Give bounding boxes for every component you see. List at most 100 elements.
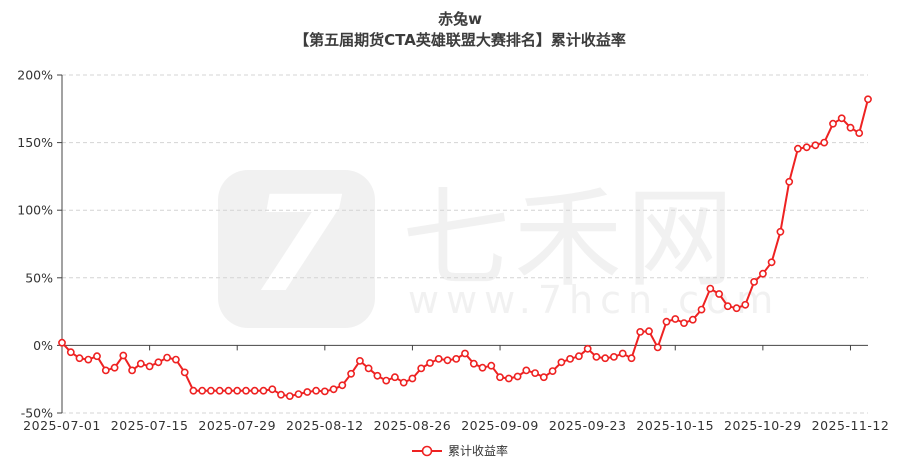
data-point-marker[interactable] — [215, 386, 224, 395]
data-point-marker[interactable] — [741, 300, 750, 309]
data-point-marker[interactable] — [242, 386, 250, 395]
legend-item-cumulative-return[interactable]: 累计收益率 — [0, 442, 920, 459]
data-point-marker[interactable] — [233, 386, 242, 395]
data-point-marker[interactable] — [557, 358, 566, 367]
logo-glyph: 7 — [250, 168, 343, 322]
data-point-marker[interactable] — [680, 319, 688, 327]
data-point-marker[interactable] — [837, 114, 846, 123]
data-point-marker[interactable] — [58, 338, 66, 347]
data-point-marker[interactable] — [136, 359, 145, 368]
7hcn-logo-icon: 7 — [218, 170, 375, 328]
data-point-marker[interactable] — [84, 355, 93, 364]
data-point-marker[interactable] — [303, 388, 312, 396]
data-point-marker[interactable] — [811, 141, 820, 150]
data-point-marker[interactable] — [426, 359, 434, 367]
data-point-marker[interactable] — [513, 372, 522, 381]
data-point-marker[interactable] — [767, 258, 776, 267]
data-point-marker[interactable] — [715, 290, 723, 298]
data-point-marker[interactable] — [829, 119, 837, 128]
data-point-marker[interactable] — [443, 356, 452, 365]
data-point-marker[interactable] — [189, 386, 198, 395]
data-point-marker[interactable] — [618, 349, 627, 358]
data-point-marker[interactable] — [452, 354, 461, 363]
data-point-marker[interactable] — [662, 317, 671, 326]
data-point-marker[interactable] — [522, 366, 531, 375]
data-point-marker[interactable] — [268, 385, 277, 394]
data-point-marker[interactable] — [688, 315, 697, 324]
data-point-marker[interactable] — [539, 373, 548, 382]
data-point-marker[interactable] — [627, 354, 636, 363]
data-point-marker[interactable] — [566, 354, 574, 363]
data-point-marker[interactable] — [75, 354, 84, 363]
data-point-marker[interactable] — [128, 366, 136, 375]
data-point-marker[interactable] — [653, 343, 662, 352]
data-point-marker[interactable] — [373, 371, 382, 380]
data-point-marker[interactable] — [794, 144, 802, 153]
data-point-marker[interactable] — [469, 359, 478, 368]
data-point-marker[interactable] — [180, 368, 189, 377]
data-point-marker[interactable] — [592, 352, 601, 361]
data-point-marker[interactable] — [163, 353, 171, 362]
data-point-marker[interactable] — [408, 374, 417, 383]
data-point-marker[interactable] — [312, 386, 320, 395]
data-point-marker[interactable] — [277, 390, 285, 399]
data-point-marker[interactable] — [496, 373, 504, 382]
data-point-marker[interactable] — [487, 361, 496, 370]
data-point-marker[interactable] — [110, 363, 119, 372]
data-point-marker[interactable] — [294, 390, 303, 398]
data-point-marker[interactable] — [583, 344, 592, 353]
data-point-marker[interactable] — [145, 362, 154, 371]
data-point-marker[interactable] — [206, 386, 215, 395]
data-point-marker[interactable] — [776, 227, 785, 236]
data-point-marker[interactable] — [575, 352, 583, 361]
data-point-marker[interactable] — [101, 366, 110, 375]
data-point-marker[interactable] — [382, 376, 391, 385]
data-point-marker[interactable] — [759, 269, 767, 278]
data-point-marker[interactable] — [119, 351, 128, 360]
data-point-marker[interactable] — [802, 143, 811, 152]
data-point-marker[interactable] — [417, 364, 426, 373]
data-point-marker[interactable] — [259, 386, 268, 395]
data-point-marker[interactable] — [820, 138, 829, 147]
data-point-marker[interactable] — [671, 315, 680, 323]
data-point-marker[interactable] — [723, 302, 732, 311]
data-point-marker[interactable] — [434, 354, 443, 363]
data-point-marker[interactable] — [285, 392, 294, 400]
data-point-marker[interactable] — [154, 358, 163, 367]
data-point-marker[interactable] — [93, 352, 101, 361]
data-point-marker[interactable] — [66, 348, 75, 357]
data-point-marker[interactable] — [320, 387, 329, 396]
y-axis-tick-label: 0% — [33, 338, 53, 353]
data-point-marker[interactable] — [855, 129, 864, 137]
data-point-marker[interactable] — [171, 355, 180, 364]
data-point-marker[interactable] — [864, 95, 872, 104]
data-point-marker[interactable] — [347, 369, 355, 378]
data-point-marker[interactable] — [601, 354, 610, 363]
data-point-marker[interactable] — [732, 304, 741, 313]
data-point-marker[interactable] — [846, 123, 855, 132]
data-point-marker[interactable] — [548, 367, 557, 375]
data-point-marker[interactable] — [399, 378, 408, 387]
data-point-marker[interactable] — [531, 369, 539, 377]
data-point-marker[interactable] — [750, 277, 758, 286]
y-axis-tick-label: 200% — [17, 68, 53, 83]
data-point-marker[interactable] — [785, 177, 794, 186]
data-point-marker[interactable] — [478, 363, 487, 372]
data-point-marker[interactable] — [504, 374, 513, 383]
data-point-marker[interactable] — [636, 327, 645, 336]
data-point-marker[interactable] — [224, 386, 233, 395]
data-point-marker[interactable] — [250, 386, 259, 395]
data-point-marker[interactable] — [390, 373, 399, 382]
data-point-marker[interactable] — [198, 386, 207, 395]
data-point-marker[interactable] — [329, 385, 338, 394]
data-point-marker[interactable] — [461, 349, 469, 358]
data-point-marker[interactable] — [338, 381, 347, 390]
data-point-marker[interactable] — [364, 364, 373, 373]
data-point-marker[interactable] — [355, 356, 364, 365]
data-point-marker[interactable] — [610, 352, 618, 361]
watermark-site-name: 七禾网 — [402, 177, 739, 302]
data-point-marker[interactable] — [645, 327, 653, 336]
data-point-marker[interactable] — [697, 305, 706, 314]
data-point-marker[interactable] — [706, 284, 715, 293]
